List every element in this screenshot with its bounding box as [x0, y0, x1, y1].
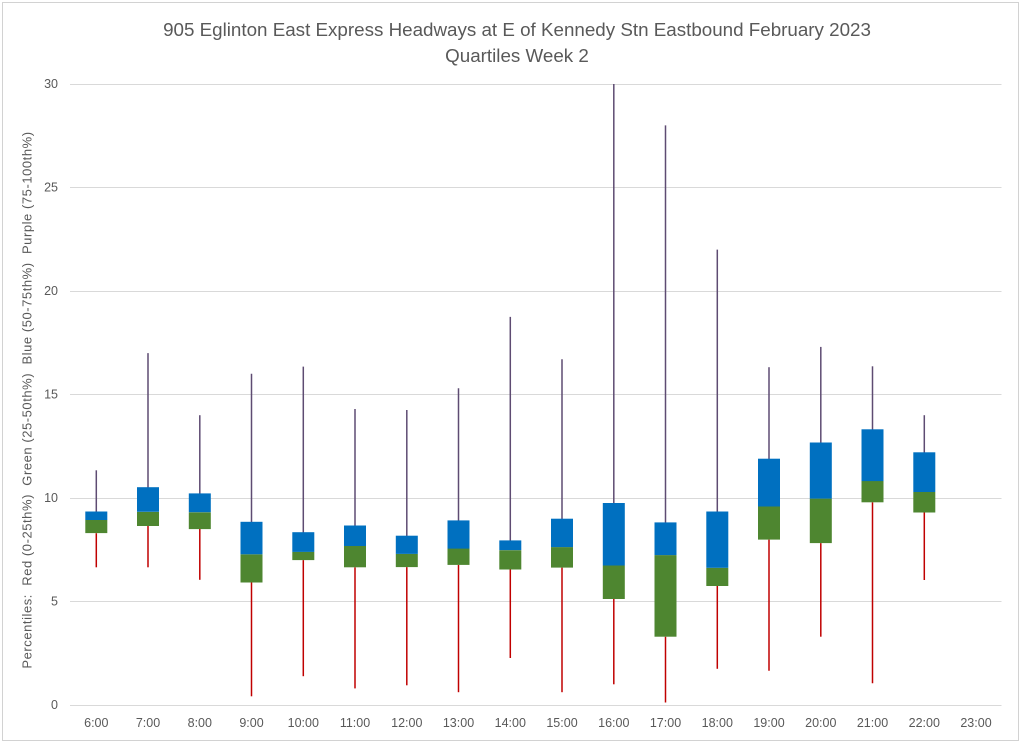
svg-text:23:00: 23:00 — [960, 716, 991, 730]
svg-text:20:00: 20:00 — [805, 716, 836, 730]
svg-text:5: 5 — [51, 595, 58, 609]
svg-text:12:00: 12:00 — [391, 716, 422, 730]
svg-text:16:00: 16:00 — [598, 716, 629, 730]
svg-text:15:00: 15:00 — [546, 716, 577, 730]
svg-text:19:00: 19:00 — [753, 716, 784, 730]
svg-text:15: 15 — [44, 388, 58, 402]
svg-text:Quartiles Week 2: Quartiles Week 2 — [445, 45, 589, 66]
svg-text:25: 25 — [44, 181, 58, 195]
svg-text:8:00: 8:00 — [188, 716, 212, 730]
svg-text:18:00: 18:00 — [702, 716, 733, 730]
svg-text:6:00: 6:00 — [84, 716, 108, 730]
svg-text:21:00: 21:00 — [857, 716, 888, 730]
svg-text:7:00: 7:00 — [136, 716, 160, 730]
svg-text:13:00: 13:00 — [443, 716, 474, 730]
svg-text:22:00: 22:00 — [909, 716, 940, 730]
svg-text:11:00: 11:00 — [340, 716, 370, 730]
svg-text:14:00: 14:00 — [495, 716, 526, 730]
svg-text:20: 20 — [44, 284, 58, 298]
svg-text:905 Eglinton East Express Head: 905 Eglinton East Express Headways at E … — [163, 19, 871, 40]
svg-text:0: 0 — [51, 698, 58, 712]
svg-text:9:00: 9:00 — [239, 716, 263, 730]
svg-text:Percentiles: Red (0-25th%) G: Percentiles: Red (0-25th%) Green (25-50t… — [20, 131, 35, 668]
svg-text:30: 30 — [44, 77, 58, 91]
svg-text:17:00: 17:00 — [650, 716, 681, 730]
svg-text:10:00: 10:00 — [288, 716, 319, 730]
svg-text:10: 10 — [44, 491, 58, 505]
